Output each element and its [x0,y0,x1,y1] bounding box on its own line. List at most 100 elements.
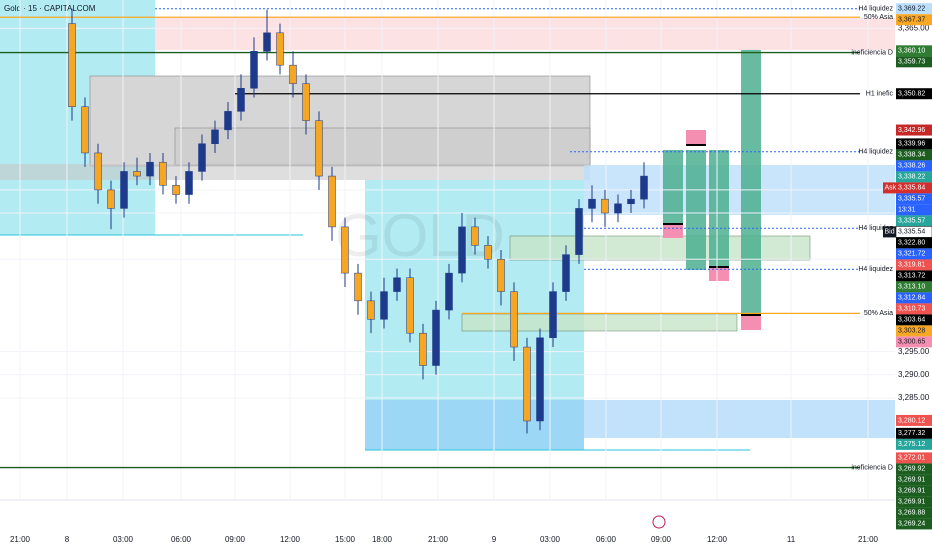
x-tick-label: 09:00 [225,535,246,544]
price-tag [896,325,932,337]
candle-body [562,254,570,292]
stop-box [686,130,706,145]
price-tag-label: 3,269.92 [898,466,925,473]
price-tag [896,171,932,183]
candle-body [510,291,518,348]
level-label: H1 inefic [866,91,894,98]
zone-box [365,400,584,450]
price-tag-label: 3,335.57 [898,196,925,203]
price-tag [896,259,932,271]
candle-body [341,226,349,274]
candle-body [211,129,219,144]
candle-body [367,300,375,320]
level-label: H4 liquidez [858,149,893,156]
price-tag [896,336,932,348]
price-tag-label: 3,367.37 [898,17,925,24]
price-tag-label: 3,313.72 [898,273,925,280]
price-tag [896,88,932,100]
price-tag [896,281,932,293]
price-tag-label: 3,280.12 [898,417,925,424]
candle-body [237,88,245,112]
price-tag [896,124,932,136]
price-tag-label: 3,310.73 [898,306,925,313]
candle-body [68,23,76,107]
price-tag-label: 3,269.91 [898,477,925,484]
price-tag [896,193,932,205]
price-tag-label: 3,269.88 [898,510,925,517]
price-tag-label: 3,342.96 [898,127,925,134]
price-tag [896,485,932,497]
price-tag [896,427,932,439]
event-icon [652,515,666,529]
price-tag-label: 3,338.34 [898,152,925,159]
price-tag-label: 3,335.84 [898,185,925,192]
price-tag-label: 3,312.84 [898,295,925,302]
candle-body [419,332,427,366]
y-tick-label: 3,365.00 [898,23,930,32]
price-tag-label: 3,269.91 [898,499,925,506]
price-tag-label: 3,335.57 [898,218,925,225]
price-tag [896,160,932,172]
candle-body [250,51,258,89]
price-tag [896,303,932,315]
price-tag [896,414,932,426]
price-tag-label: 3,321.72 [898,251,925,258]
candle-body [549,291,557,339]
x-tick-label: 8 [65,535,70,544]
x-tick-label: 03:00 [540,535,561,544]
candle-body [198,143,206,172]
candle-body [536,337,544,422]
zone-box [584,400,895,438]
x-tick-label: 09:00 [651,535,672,544]
candle-body [276,32,284,66]
price-tag-label: 3,303.28 [898,328,925,335]
zone-box [461,313,738,332]
x-tick-label: 21:00 [858,535,879,544]
level-label: H4 liquidez [858,6,893,13]
candle-body [224,111,232,131]
price-tag-label: 3,350.82 [898,91,925,98]
candle-body [471,226,479,246]
stop-box [663,225,683,238]
level-label: H4 liquidez [858,225,893,232]
side-tag-label: Ask [885,185,897,192]
candle-body [185,171,193,195]
candle-body [627,198,635,205]
price-tag [896,215,932,227]
x-tick-label: 12:00 [280,535,301,544]
candle-body [406,277,414,334]
price-tag-label: 3,300.65 [898,339,925,346]
chart-title: Gold · 15 · CAPITALCOM [4,4,96,13]
candle-body [302,83,310,121]
zone-box [509,235,811,261]
candle-body [601,198,609,214]
candle-body [614,203,622,214]
x-tick-label: 06:00 [596,535,617,544]
candle-body [640,175,648,200]
price-tag [896,45,932,57]
position-box [741,50,761,315]
x-tick-label: 18:00 [372,535,393,544]
level-label: ineficiencia D [851,49,893,56]
side-tag [883,226,896,238]
candle-body [172,185,180,195]
x-tick-label: 21:00 [10,535,31,544]
price-tag [896,474,932,486]
level-label: 50% Asia [864,310,893,317]
price-tag-label: 3,369.22 [898,6,925,13]
price-tag [896,3,932,15]
price-tag-label: 3,339.96 [898,141,925,148]
price-tag-label: 3,313.10 [898,284,925,291]
price-tag [896,452,932,464]
price-tag-label: 3,359.73 [898,59,925,66]
price-tag [896,14,932,26]
price-tag [896,507,932,519]
price-tag [896,438,932,450]
stop-box [709,268,729,281]
level-label: 50% Asia [864,14,893,21]
x-tick-label: 9 [492,535,497,544]
x-tick-label: 15:00 [335,535,356,544]
